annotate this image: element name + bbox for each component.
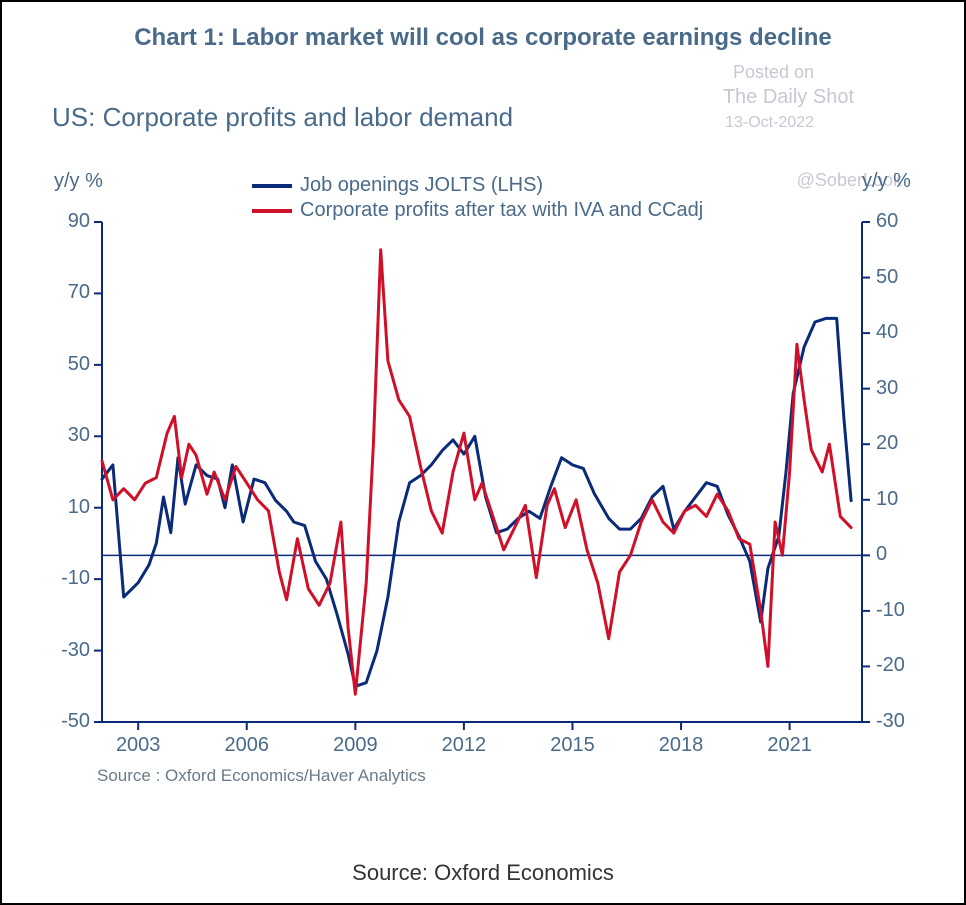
legend-line-2 bbox=[252, 209, 292, 213]
y-right-tick: 10 bbox=[876, 488, 926, 511]
legend-row-2: Corporate profits after tax with IVA and… bbox=[252, 199, 703, 222]
y-left-tick: 70 bbox=[40, 281, 90, 304]
source-inner: Source : Oxford Economics/Haver Analytic… bbox=[97, 766, 426, 786]
x-tick: 2006 bbox=[225, 734, 270, 757]
x-tick: 2003 bbox=[116, 734, 161, 757]
y-right-tick: -10 bbox=[876, 599, 926, 622]
y-right-tick: 60 bbox=[876, 210, 926, 233]
y-left-tick: -50 bbox=[40, 710, 90, 733]
legend-row-1: Job openings JOLTS (LHS) bbox=[252, 174, 703, 197]
y-right-tick: 40 bbox=[876, 321, 926, 344]
y-right-tick: -20 bbox=[876, 654, 926, 677]
chart-subtitle: US: Corporate profits and labor demand bbox=[52, 102, 513, 133]
legend-label-1: Job openings JOLTS (LHS) bbox=[300, 174, 543, 197]
x-tick: 2021 bbox=[767, 734, 812, 757]
plot-svg bbox=[42, 162, 922, 812]
source-outer: Source: Oxford Economics bbox=[2, 860, 964, 886]
y-axis-right-label: y/y % bbox=[862, 170, 911, 193]
x-tick: 2015 bbox=[550, 734, 595, 757]
legend: Job openings JOLTS (LHS) Corporate profi… bbox=[252, 174, 703, 224]
plot-area: Job openings JOLTS (LHS) Corporate profi… bbox=[42, 162, 922, 812]
y-left-tick: -30 bbox=[40, 639, 90, 662]
watermark-source: The Daily Shot bbox=[723, 86, 854, 109]
x-tick: 2012 bbox=[442, 734, 487, 757]
y-left-tick: 90 bbox=[40, 210, 90, 233]
x-tick: 2009 bbox=[333, 734, 378, 757]
chart-title: Chart 1: Labor market will cool as corpo… bbox=[2, 24, 964, 52]
y-right-tick: 50 bbox=[876, 266, 926, 289]
y-axis-left-label: y/y % bbox=[54, 170, 103, 193]
watermark-date: 13-Oct-2022 bbox=[725, 114, 814, 132]
y-right-tick: -30 bbox=[876, 710, 926, 733]
legend-line-1 bbox=[252, 184, 292, 188]
chart-frame: Chart 1: Labor market will cool as corpo… bbox=[0, 0, 966, 905]
y-right-tick: 30 bbox=[876, 377, 926, 400]
y-right-tick: 20 bbox=[876, 432, 926, 455]
watermark-posted: Posted on bbox=[733, 62, 814, 83]
y-left-tick: -10 bbox=[40, 567, 90, 590]
y-right-tick: 0 bbox=[876, 543, 926, 566]
y-left-tick: 10 bbox=[40, 496, 90, 519]
x-tick: 2018 bbox=[659, 734, 704, 757]
y-left-tick: 30 bbox=[40, 424, 90, 447]
y-left-tick: 50 bbox=[40, 353, 90, 376]
legend-label-2: Corporate profits after tax with IVA and… bbox=[300, 199, 703, 222]
